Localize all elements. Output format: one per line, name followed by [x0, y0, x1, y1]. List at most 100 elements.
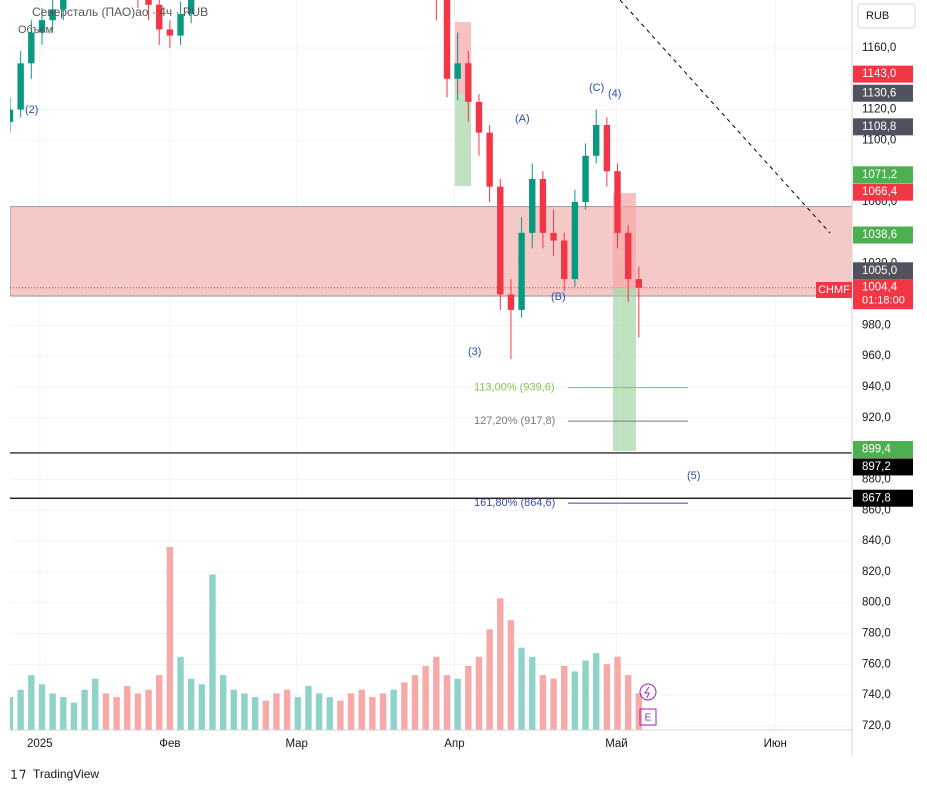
price-tag — [853, 118, 913, 136]
candle-body — [518, 232, 525, 310]
earnings-icon[interactable] — [639, 708, 657, 726]
candle-body — [10, 109, 14, 122]
volume-bar — [17, 689, 24, 730]
candle-body — [507, 294, 515, 310]
countdown: 01:18:00 — [862, 295, 905, 307]
volume-bar — [283, 689, 291, 730]
volume-bar — [433, 656, 440, 730]
symbol-tag — [816, 282, 852, 298]
candle-body — [561, 240, 568, 280]
event-icon-bolt — [644, 686, 650, 699]
volume-bar — [624, 675, 632, 730]
price-tag-label: 1005,0 — [862, 265, 897, 277]
volume-bar — [561, 665, 568, 730]
volume-bar — [187, 678, 195, 730]
target-box — [455, 94, 471, 186]
brand: TradingView — [33, 767, 99, 781]
volume-bar — [156, 675, 163, 730]
fib-label: 113,00% (939,6) — [474, 381, 555, 393]
wave-label: (C) — [589, 82, 604, 94]
x-tick-label: Апр — [444, 738, 464, 750]
volume-bar — [230, 689, 238, 730]
volume-bar — [422, 665, 429, 730]
price-tag — [853, 489, 913, 507]
volume-bar — [92, 678, 99, 730]
candle-body — [465, 63, 472, 102]
volume-bar — [113, 697, 120, 730]
volume-bar — [507, 620, 515, 730]
volume-bar — [379, 693, 387, 730]
x-tick-label: Мар — [285, 738, 308, 750]
candle-body — [475, 101, 483, 133]
price-tag — [853, 183, 913, 201]
volume-bar — [593, 653, 600, 730]
volume-bar — [571, 671, 579, 730]
y-tick-label: 760,0 — [862, 658, 891, 670]
currency: RUB — [866, 10, 889, 22]
volume-bar — [124, 686, 131, 730]
candle-body — [38, 20, 46, 33]
event-icon[interactable] — [639, 683, 657, 701]
volume-bar — [454, 678, 461, 730]
wave-label: (2) — [25, 104, 38, 116]
candle-body — [593, 124, 600, 156]
resistance-zone — [10, 206, 852, 297]
price-tag — [853, 84, 913, 102]
candle-body — [177, 14, 184, 36]
candle-body — [49, 9, 56, 21]
price-tag-label: 1066,4 — [862, 186, 898, 198]
y-tick-label: 740,0 — [862, 689, 891, 701]
volume-layer — [10, 547, 643, 730]
volume-bar — [529, 656, 536, 730]
wave-label: (4) — [608, 88, 621, 100]
volume-bar — [443, 675, 451, 730]
candle-body — [603, 124, 611, 172]
volume-bar — [518, 647, 525, 730]
wave-label: (3) — [468, 346, 481, 358]
volume-bar — [614, 656, 621, 730]
x-tick-label: Фев — [159, 738, 180, 750]
candle-body — [635, 279, 643, 288]
y-tick-label: 840,0 — [862, 535, 891, 547]
volume-bar — [81, 689, 88, 730]
candle-body — [624, 232, 632, 280]
candle-body — [486, 132, 493, 187]
volume-bar — [475, 656, 483, 730]
y-tick-label: 1100,0 — [862, 134, 896, 146]
volume-bar — [497, 598, 504, 730]
volume-bar — [273, 693, 280, 730]
volume-bar — [486, 629, 493, 730]
y-tick-label: 800,0 — [862, 597, 891, 609]
volume-bar — [70, 702, 78, 730]
candle-body — [28, 32, 35, 64]
volume-bar — [635, 693, 643, 730]
wave-label: (5) — [687, 470, 700, 482]
earnings-letter: E — [645, 713, 652, 724]
candle-body — [539, 178, 547, 233]
price-tag-label: 1004,4 — [862, 282, 898, 294]
candles — [10, 0, 643, 360]
volume-bar — [603, 664, 611, 730]
y-tick-label: 720,0 — [862, 720, 891, 732]
y-tick-label: 780,0 — [862, 628, 891, 640]
currency-button[interactable] — [857, 3, 916, 29]
brand-logo: 𝟷𝟽 — [10, 766, 27, 781]
volume-bar — [262, 700, 269, 730]
volume-bar — [305, 686, 312, 730]
price-tag — [853, 226, 913, 244]
volume-bar — [219, 675, 227, 730]
volume-bar — [38, 684, 46, 730]
fib-label: 161,80% (864,6) — [474, 497, 555, 509]
y-tick-label: 960,0 — [862, 350, 891, 362]
price-tag-label: 1108,8 — [862, 121, 896, 133]
price-tag-label: 897,2 — [862, 461, 891, 473]
x-tick-label: Май — [605, 738, 628, 750]
price-tag — [853, 166, 913, 184]
volume-bar — [209, 574, 216, 730]
y-tick-label: 860,0 — [862, 504, 891, 516]
volume-bar — [358, 689, 365, 730]
volume-bar — [251, 697, 259, 730]
x-tick-label: Июн — [764, 738, 787, 750]
volume-bar — [326, 697, 333, 730]
y-tick-label: 920,0 — [862, 412, 891, 424]
